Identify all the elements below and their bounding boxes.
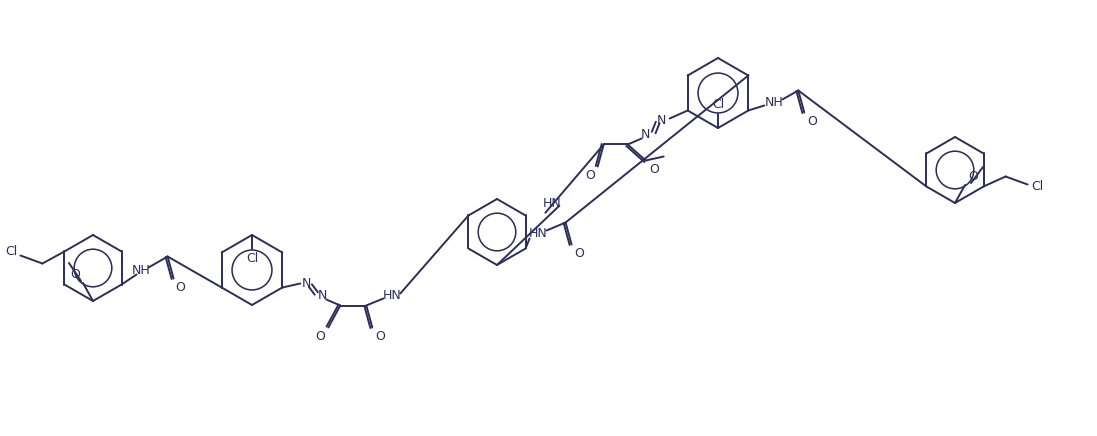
Text: O: O	[176, 281, 185, 294]
Text: N: N	[302, 277, 310, 290]
Text: O: O	[375, 330, 385, 343]
Text: O: O	[807, 115, 817, 128]
Text: O: O	[648, 163, 658, 176]
Text: Cl: Cl	[1031, 180, 1043, 193]
Text: Cl: Cl	[246, 252, 258, 266]
Text: N: N	[641, 128, 651, 141]
Text: N: N	[318, 289, 327, 302]
Text: O: O	[968, 170, 977, 183]
Text: NH: NH	[133, 264, 151, 277]
Text: NH: NH	[765, 96, 783, 109]
Text: HN: HN	[383, 289, 402, 302]
Text: HN: HN	[543, 197, 562, 210]
Text: HN: HN	[529, 227, 548, 240]
Text: O: O	[315, 330, 325, 343]
Text: O: O	[585, 169, 595, 182]
Text: O: O	[70, 268, 80, 280]
Text: O: O	[575, 247, 585, 260]
Text: Cl: Cl	[712, 98, 724, 110]
Text: N: N	[657, 114, 666, 127]
Text: Cl: Cl	[5, 245, 18, 258]
